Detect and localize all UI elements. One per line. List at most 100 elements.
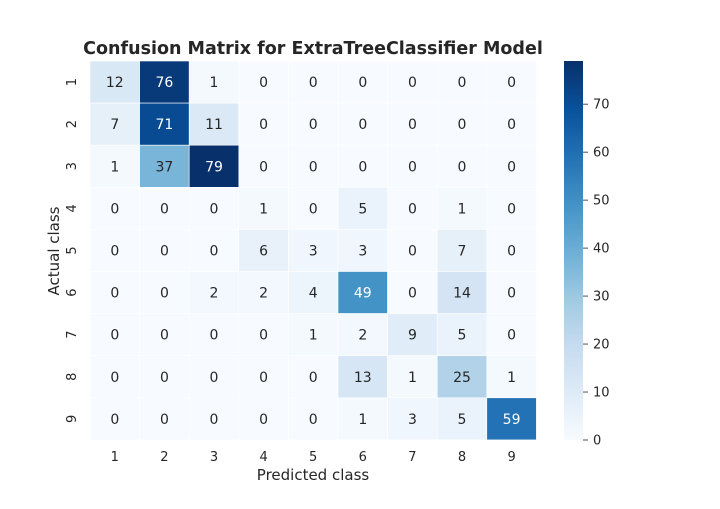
heatmap-cell	[288, 313, 339, 357]
cell-value-label: 0	[110, 370, 119, 386]
heatmap-cell	[238, 60, 289, 104]
heatmap-cell	[387, 229, 438, 272]
heatmap-cell	[89, 60, 140, 104]
cell-value-label: 2	[358, 328, 367, 344]
heatmap-cell	[436, 102, 488, 146]
cell-value-label: 0	[408, 286, 417, 302]
cell-value-label: 1	[458, 201, 467, 217]
cell-value-label: 0	[110, 201, 119, 217]
cell-value-label: 0	[358, 159, 367, 175]
y-tick-label: 6	[65, 288, 80, 296]
y-tick-label: 9	[65, 415, 80, 423]
cell-value-label: 0	[358, 117, 367, 133]
cell-value-label: 1	[259, 201, 268, 217]
cell-value-label: 3	[408, 412, 417, 428]
cell-value-label: 59	[503, 412, 521, 428]
cell-value-label: 0	[160, 328, 169, 344]
cell-value-label: 0	[309, 75, 318, 91]
cell-value-label: 13	[354, 370, 372, 386]
heatmap-cell	[188, 271, 240, 314]
cell-value-label: 3	[358, 243, 367, 259]
cell-value-label: 0	[110, 286, 119, 302]
cell-value-label: 0	[507, 328, 516, 344]
heatmap-cell	[436, 60, 488, 104]
colorbar-tick-label: 60	[593, 146, 610, 161]
y-tick-label: 5	[65, 246, 80, 254]
heatmap-cell	[387, 355, 438, 399]
heatmap-cell	[188, 60, 240, 104]
colorbar	[564, 61, 583, 440]
cell-value-label: 0	[458, 117, 467, 133]
cell-value-label: 7	[110, 117, 119, 133]
y-tick-label: 3	[65, 162, 80, 170]
cell-value-label: 0	[210, 370, 219, 386]
heatmap-cell	[288, 144, 339, 188]
colorbar-tick-label: 0	[593, 434, 601, 449]
heatmap-cell	[89, 144, 140, 188]
cell-value-label: 0	[160, 201, 169, 217]
heatmap-cell	[238, 355, 289, 399]
cell-value-label: 0	[458, 75, 467, 91]
cell-value-label: 1	[110, 159, 119, 175]
heatmap-cell	[188, 229, 240, 272]
heatmap-cell	[486, 102, 537, 146]
heatmap-cells: 12 76 1 0 0 0 0 0 07 71 11 0 0 0 0 0 01 37 79 0 0 0 0 0 00 0 0 1 0 5 0…	[89, 60, 537, 441]
heatmap-cell	[89, 355, 140, 399]
x-tick-labels: 1 2 3 4 5 6 7 8 9	[111, 450, 516, 465]
y-tick-label: 1	[65, 78, 80, 86]
cell-value-label: 1	[309, 328, 318, 344]
cell-value-label: 0	[160, 370, 169, 386]
cell-value-label: 25	[453, 370, 471, 386]
heatmap-cell	[288, 60, 339, 104]
heatmap-cell	[238, 271, 289, 314]
x-axis-label: Predicted class	[257, 466, 370, 484]
colorbar-tick-label: 10	[593, 386, 610, 401]
heatmap-cell	[139, 397, 190, 441]
cell-value-label: 0	[259, 75, 268, 91]
cell-value-label: 0	[259, 370, 268, 386]
cell-value-label: 0	[408, 159, 417, 175]
heatmap-cell	[238, 144, 289, 188]
heatmap-cell	[387, 313, 438, 357]
cell-value-label: 0	[160, 286, 169, 302]
cell-value-label: 0	[309, 201, 318, 217]
cell-value-label: 2	[259, 286, 268, 302]
cell-value-label: 2	[210, 286, 219, 302]
heatmap-cell	[238, 187, 289, 230]
cell-value-label: 0	[408, 243, 417, 259]
x-tick-label: 4	[259, 450, 267, 465]
y-tick-labels: 1 2 3 4 5 6 7 8 9	[65, 78, 80, 423]
cell-value-label: 11	[205, 117, 223, 133]
heatmap-cell	[89, 229, 140, 272]
heatmap-cell	[486, 271, 537, 314]
heatmap-cell	[89, 271, 140, 314]
cell-value-label: 0	[210, 412, 219, 428]
cell-value-label: 0	[309, 370, 318, 386]
cell-value-label: 0	[110, 412, 119, 428]
y-tick-label: 8	[65, 373, 80, 381]
heatmap-cell	[486, 229, 537, 272]
cell-value-label: 5	[458, 328, 467, 344]
cell-value-label: 71	[155, 117, 173, 133]
cell-value-label: 0	[160, 412, 169, 428]
cell-value-label: 9	[408, 328, 417, 344]
colorbar-tick-label: 20	[593, 338, 610, 353]
cell-value-label: 4	[309, 286, 318, 302]
heatmap-cell	[387, 397, 438, 441]
heatmap-cell	[89, 397, 140, 441]
cell-value-label: 0	[507, 159, 516, 175]
cell-value-label: 1	[507, 370, 516, 386]
x-tick-label: 9	[507, 450, 515, 465]
y-axis-label: Actual class	[45, 206, 63, 295]
heatmap-cell	[486, 355, 537, 399]
heatmap-cell	[288, 271, 339, 314]
x-tick-label: 2	[160, 450, 168, 465]
x-tick-label: 3	[210, 450, 218, 465]
cell-value-label: 0	[259, 328, 268, 344]
heatmap-cell	[89, 313, 140, 357]
heatmap-cell	[337, 271, 388, 314]
heatmap-cell	[188, 397, 240, 441]
cell-value-label: 0	[110, 243, 119, 259]
